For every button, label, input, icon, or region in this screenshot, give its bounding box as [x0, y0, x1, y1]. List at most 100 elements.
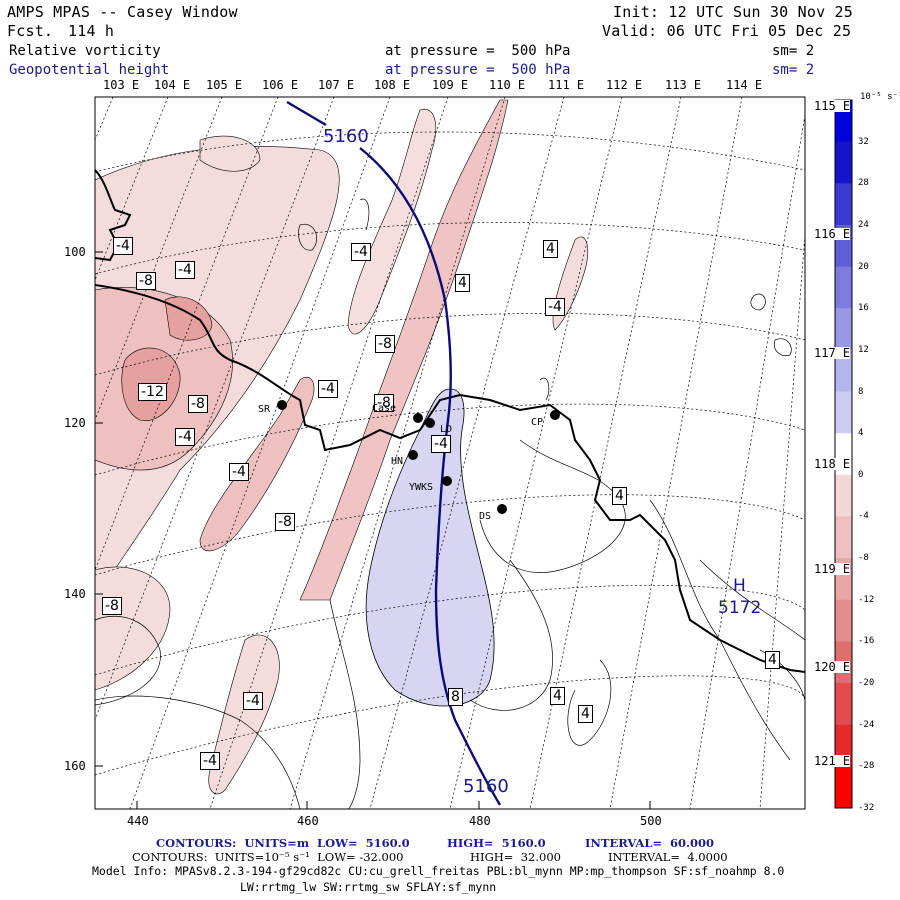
colorbar-tick-label: -12 [858, 594, 875, 605]
lon-label: 110 E [489, 78, 526, 92]
colorbar-segment [835, 266, 852, 309]
vorticity-contour [750, 293, 766, 311]
colorbar-segment [835, 308, 852, 351]
lon-label: 114 E [726, 78, 763, 92]
vorticity-contour [479, 439, 626, 573]
field1-smoothing: sm= 2 [772, 43, 815, 59]
footer-model-info: Model Info: MPASv8.2.3-194-gf29cd82c CU:… [92, 864, 785, 878]
colorbar-segment [835, 141, 852, 184]
vorticity-contour-label: 4 [612, 487, 627, 505]
station-label-ds: DS [479, 511, 492, 522]
vorticity-contour [774, 338, 792, 356]
vorticity-contour-label: -8 [275, 513, 295, 531]
lon-label-right: 115 E [814, 99, 851, 113]
vorticity-contour-label: -8 [136, 272, 156, 290]
footer-vorticity-interval: INTERVAL= 4.0000 [608, 850, 728, 864]
vorticity-contour [359, 198, 370, 231]
vorticity-contour-label: -4 [175, 428, 195, 446]
colorbar-tick-label: -20 [858, 678, 875, 689]
model-title: AMPS MPAS -- Casey Window [7, 3, 238, 21]
colorbar-segment [835, 474, 852, 517]
forecast-label: Fcst. [7, 22, 54, 40]
vorticity-contour-label: -8 [374, 394, 394, 412]
colorbar-tick-label: 32 [858, 136, 869, 147]
footer-height-high: HIGH= 5160.0 [447, 836, 546, 850]
field2-smoothing: sm= 2 [772, 62, 815, 78]
vorticity-contour [539, 377, 550, 401]
vorticity-contour-label: 8 [448, 688, 463, 706]
footer-vorticity-high: HIGH= 32.000 [470, 850, 561, 864]
station-dot [277, 400, 287, 410]
lon-label: 109 E [432, 78, 469, 92]
footer-height-interval: INTERVAL= 60.000 [585, 836, 715, 850]
station-dot [425, 418, 435, 428]
footer-vorticity-contours: CONTOURS: UNITS=10⁻⁵ s⁻¹ LOW= -32.000 [132, 850, 404, 864]
lon-label: 112 E [606, 78, 643, 92]
lon-label-right: 116 E [814, 227, 851, 241]
colorbar-tick-label: -4 [858, 511, 869, 522]
colorbar-segment [835, 349, 852, 393]
vorticity-contour-label: -4 [318, 380, 338, 398]
vorticity-contour-label: -4 [175, 261, 195, 279]
colorbar-tick-label: -8 [858, 553, 869, 564]
vorticity-contour [95, 695, 301, 809]
station-label-hn: HN [391, 456, 404, 467]
high-symbol: H [733, 576, 746, 596]
x-axis-label: 440 [127, 814, 149, 828]
vorticity-contour-label: -4 [545, 298, 565, 316]
colorbar-tick-label: 12 [858, 344, 869, 355]
vorticity-contour [95, 616, 161, 706]
lon-label-right: 121 E [814, 754, 851, 768]
field2-level: at pressure = 500 hPa [385, 62, 571, 78]
vorticity-contour-label: -4 [351, 243, 371, 261]
lon-label-right: 117 E [814, 346, 851, 360]
lon-label: 108 E [374, 78, 411, 92]
vorticity-contour-label: 4 [550, 687, 565, 705]
station-dot [408, 450, 418, 460]
x-axis-label: 480 [469, 814, 491, 828]
colorbar-tick-label: 24 [858, 219, 869, 230]
vorticity-contour-label: 4 [543, 240, 558, 258]
vorticity-contour [567, 659, 612, 746]
colorbar-segment [835, 183, 852, 226]
colorbar-tick-label: -24 [858, 719, 875, 730]
height-label-5160: 5160 [323, 126, 369, 147]
colorbar-segment [835, 683, 852, 726]
station-dots [277, 400, 560, 514]
vorticity-contour [469, 559, 553, 711]
neg-vorticity-area [299, 99, 509, 601]
station-dot [442, 476, 452, 486]
colorbar-tick-label: 28 [858, 178, 869, 189]
lon-label: 103 E [103, 78, 140, 92]
colorbar-tick-label: -28 [858, 761, 875, 772]
lon-label: 107 E [318, 78, 355, 92]
positive-vorticity-area [365, 388, 495, 707]
station-label-ywks: YWKS [409, 482, 434, 493]
lon-label-right: 119 E [814, 562, 851, 576]
colorbar-tick-label: -32 [858, 803, 875, 813]
high-value: 5172 [718, 598, 762, 618]
vorticity-contour-label: -4 [200, 752, 220, 770]
axis-ticks [95, 251, 651, 809]
station-label-ld: LD [440, 424, 453, 435]
vorticity-contour-label: -4 [229, 463, 249, 481]
vorticity-contour-label: -12 [138, 383, 167, 401]
colorbar-tick-label: 0 [858, 469, 864, 480]
vorticity-contour-label: 4 [455, 274, 470, 292]
y-axis-label: 100 [64, 245, 86, 259]
colorbar-tick-label: 4 [858, 428, 864, 439]
vorticity-contour [329, 599, 361, 809]
colorbar-tick-label: -16 [858, 636, 875, 647]
y-axis-label: 160 [64, 759, 86, 773]
colorbar-segment [835, 391, 852, 434]
colorbar-segment [835, 766, 852, 809]
forecast-hour: 114 h [68, 22, 115, 40]
y-axis-label: 140 [64, 587, 86, 601]
coastline [95, 169, 805, 673]
y-axis-label: 120 [64, 416, 86, 430]
lon-label: 104 E [154, 78, 191, 92]
vorticity-contour-label: 4 [578, 705, 593, 723]
lon-label: 105 E [206, 78, 243, 92]
station-dot [550, 410, 560, 420]
